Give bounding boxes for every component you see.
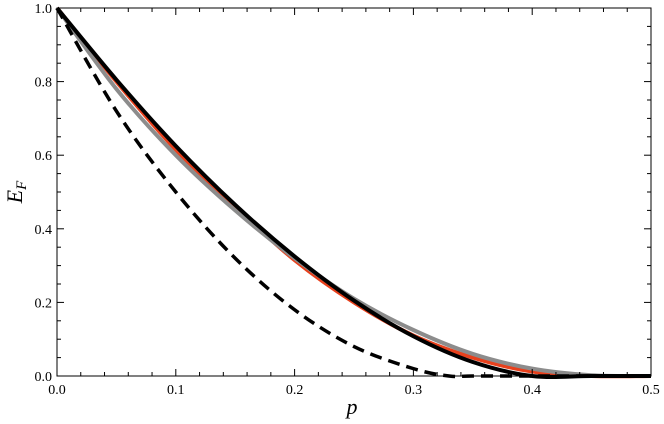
y-tick-label: 0.2 <box>35 296 53 311</box>
y-axis-label-main: E <box>2 189 27 204</box>
x-tick-label: 0.5 <box>642 383 660 398</box>
y-axis-label: EF <box>2 180 30 204</box>
y-tick-label: 0.0 <box>35 370 53 385</box>
x-axis-label: p <box>345 394 358 419</box>
y-tick-label: 0.6 <box>35 149 53 164</box>
tick-layer <box>56 7 652 377</box>
series-line-1 <box>55 6 652 379</box>
x-tick-label: 0.0 <box>48 383 66 398</box>
x-tick-label: 0.2 <box>286 383 304 398</box>
series-line-3 <box>55 6 651 380</box>
x-tick-label: 0.3 <box>405 383 423 398</box>
tick-label-layer: 0.0 0.1 0.2 0.3 0.4 0.5 0.0 0.2 0.4 0.6 0.8 1.0 <box>35 2 660 398</box>
x-tick-label: 0.1 <box>167 383 185 398</box>
y-axis-label-sub: F <box>14 180 30 191</box>
series-line-2 <box>55 6 652 379</box>
series-layer <box>55 6 652 380</box>
plot-frame <box>56 7 652 377</box>
x-tick-label: 0.4 <box>523 383 541 398</box>
y-tick-label: 0.8 <box>35 76 53 91</box>
series-line-4 <box>55 7 651 379</box>
y-tick-label: 0.4 <box>35 223 53 238</box>
y-tick-label: 1.0 <box>35 2 53 17</box>
